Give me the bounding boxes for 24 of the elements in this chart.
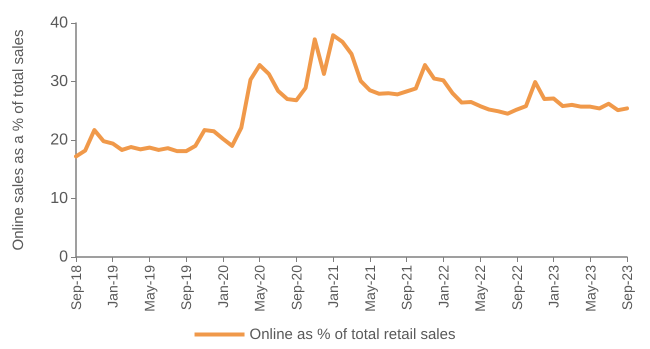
x-tick-label: Jan-23 (546, 264, 562, 308)
x-tick-label: Sep-20 (288, 264, 304, 310)
y-tick-label: 10 (50, 190, 68, 207)
y-tick-label: 20 (50, 132, 68, 148)
line-series (74, 33, 629, 158)
x-tick-label: Sep-21 (398, 264, 415, 310)
x-tick-label: Sep-22 (508, 264, 525, 310)
x-tick-label: May-20 (252, 264, 268, 312)
y-tick-label: 30 (50, 73, 68, 90)
x-tick-label: Jan-19 (104, 264, 121, 308)
legend-label: Online as % of total retail sales (250, 326, 456, 343)
x-tick-label: May-19 (141, 264, 158, 312)
y-tick-label: 0 (59, 248, 68, 266)
x-tick-label: Jan-21 (325, 264, 342, 308)
y-axis-title: Online sales as a % of total sales (10, 30, 27, 250)
y-tick-label: 40 (50, 14, 68, 32)
x-tick-label: Jan-20 (214, 264, 231, 308)
x-tick-label: Jan-22 (435, 264, 452, 308)
x-tick-label: Sep-23 (619, 264, 635, 310)
x-tick-label: May-23 (582, 264, 598, 312)
x-tick-label: May-22 (472, 264, 488, 312)
x-tick-label: May-21 (362, 264, 378, 312)
x-tick-label: Sep-19 (178, 264, 194, 310)
x-tick-label: Sep-18 (68, 264, 84, 310)
